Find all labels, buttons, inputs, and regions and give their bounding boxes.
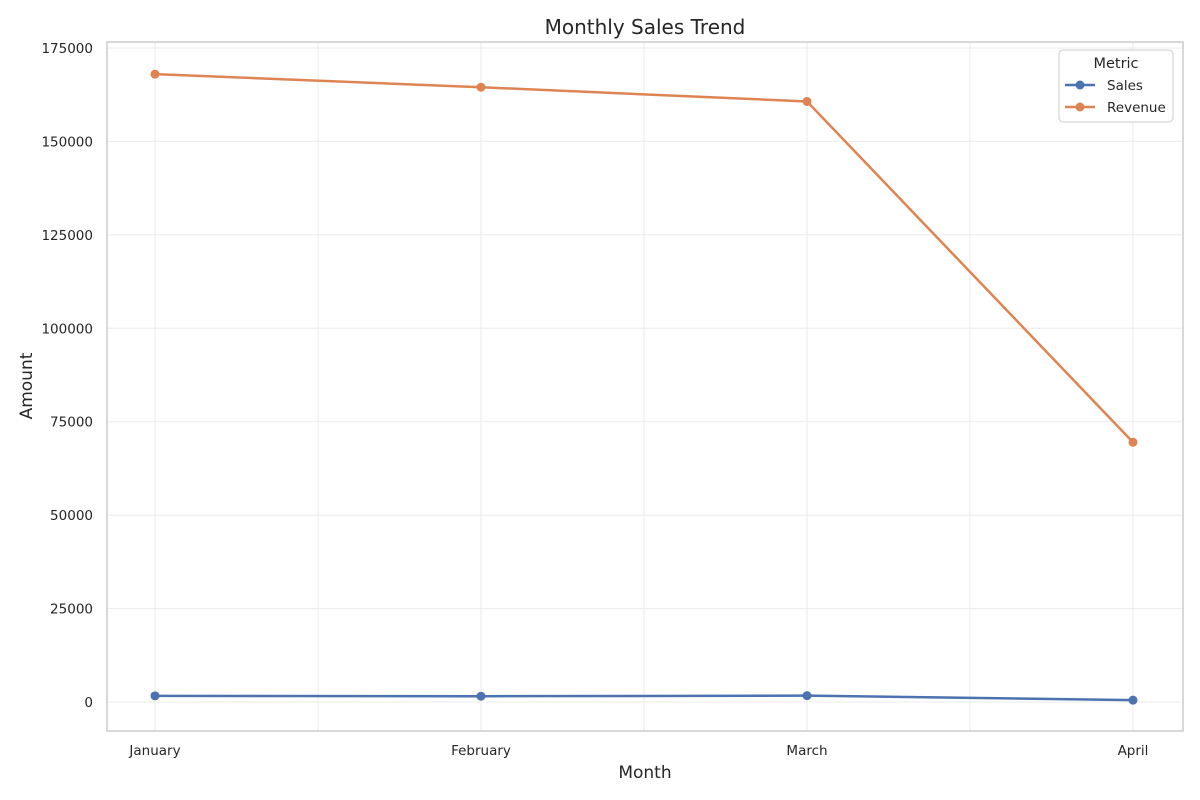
legend: Metric Sales Revenue bbox=[1058, 49, 1174, 123]
revenue-series-line bbox=[154, 72, 1134, 444]
revenue-data-point bbox=[150, 69, 160, 79]
plot-frame bbox=[106, 41, 1184, 732]
grid-lines bbox=[107, 42, 1183, 731]
y-axis-label: Amount bbox=[17, 352, 37, 419]
revenue-data-point bbox=[476, 82, 486, 92]
y-tick-label: 75000 bbox=[50, 415, 93, 431]
y-tick-label: 0 bbox=[84, 695, 93, 711]
legend-marker-revenue bbox=[1075, 102, 1085, 112]
y-tick-labels: 0 25000 50000 75000 100000 125000 150000 175000 bbox=[41, 41, 93, 711]
x-tick-label: April bbox=[1118, 743, 1149, 759]
y-tick-label: 100000 bbox=[41, 321, 93, 337]
x-tick-label: March bbox=[786, 743, 827, 759]
sales-data-point bbox=[802, 691, 812, 701]
x-axis-label: Month bbox=[618, 763, 671, 783]
legend-label-sales: Sales bbox=[1107, 78, 1143, 94]
sales-data-point bbox=[476, 691, 486, 701]
y-tick-label: 150000 bbox=[41, 134, 93, 150]
legend-box bbox=[1058, 49, 1174, 123]
chart-title: Monthly Sales Trend bbox=[545, 15, 746, 39]
legend-title: Metric bbox=[1093, 56, 1138, 72]
x-tick-label: February bbox=[451, 743, 511, 759]
legend-marker-sales bbox=[1075, 80, 1085, 90]
y-tick-label: 125000 bbox=[41, 228, 93, 244]
sales-data-point bbox=[150, 691, 160, 701]
legend-label-revenue: Revenue bbox=[1107, 100, 1166, 116]
y-tick-label: 50000 bbox=[50, 508, 93, 524]
series-lines bbox=[150, 69, 1138, 705]
x-tick-labels: January February March April bbox=[128, 743, 1148, 759]
sales-series-line bbox=[154, 694, 1134, 702]
sales-data-point bbox=[1128, 695, 1138, 705]
y-tick-label: 25000 bbox=[50, 602, 93, 618]
revenue-data-point bbox=[1128, 437, 1138, 447]
x-tick-label: January bbox=[128, 743, 180, 759]
y-tick-label: 175000 bbox=[41, 41, 93, 57]
revenue-data-point bbox=[802, 96, 812, 106]
